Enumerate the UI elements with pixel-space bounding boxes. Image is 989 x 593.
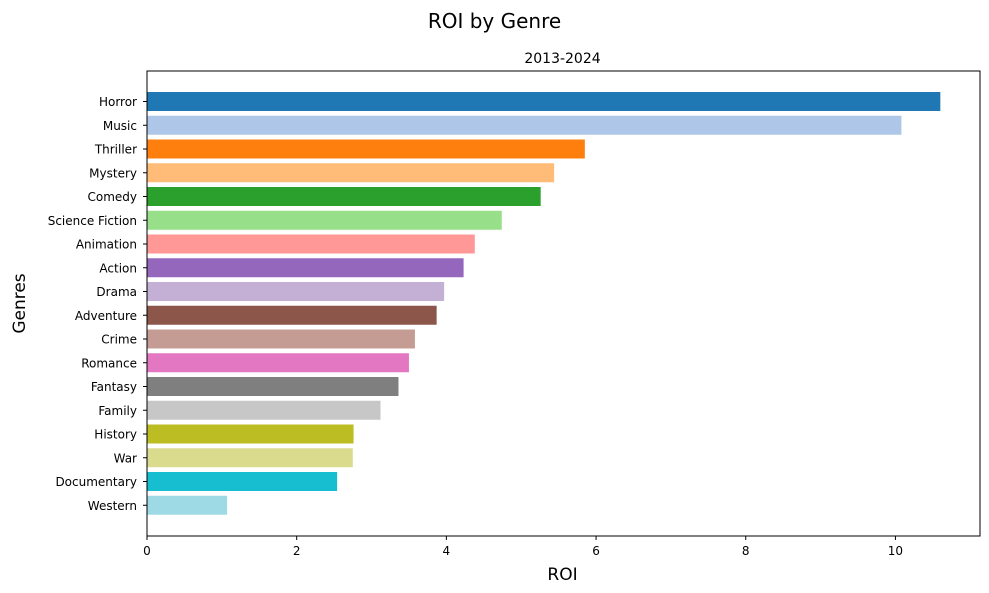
y-tick-label: Mystery <box>89 166 137 180</box>
x-tick-label: 10 <box>888 544 903 558</box>
y-tick-label: Horror <box>99 95 137 109</box>
y-tick-label: Crime <box>101 333 137 347</box>
bar-history <box>147 424 354 444</box>
y-tick-label: Drama <box>96 285 137 299</box>
y-tick-label: Science Fiction <box>48 214 137 228</box>
y-tick-label: Western <box>88 499 137 513</box>
bar-action <box>147 258 464 278</box>
chart-title: ROI by Genre <box>428 9 561 33</box>
bar-animation <box>147 234 475 254</box>
y-ticks-group: Horror Music Thriller Mystery Comedy Science … <box>48 95 147 513</box>
y-tick-label: Adventure <box>75 309 137 323</box>
y-tick-label: History <box>94 428 137 442</box>
y-tick-label: Thriller <box>94 143 137 157</box>
bar-drama <box>147 282 445 301</box>
chart-subtitle: 2013-2024 <box>524 51 600 67</box>
y-tick-label: Action <box>99 261 137 275</box>
bar-documentary <box>147 472 338 491</box>
bar-adventure <box>147 305 437 325</box>
y-tick-label: Comedy <box>87 190 137 204</box>
x-tick-label: 2 <box>293 544 301 558</box>
bar-war <box>147 448 353 468</box>
y-axis-label: Genres <box>10 273 30 333</box>
bar-mystery <box>147 163 555 183</box>
bars-group <box>147 92 941 515</box>
plot-frame <box>146 70 981 537</box>
bar-crime <box>147 329 415 349</box>
bar-horror <box>147 92 941 111</box>
y-tick-label: War <box>114 451 137 465</box>
x-tick-label: 8 <box>742 544 750 558</box>
y-tick-label: Documentary <box>55 475 137 489</box>
bar-thriller <box>147 139 585 159</box>
bar-science-fiction <box>147 210 502 230</box>
bar-fantasy <box>147 377 399 396</box>
bar-romance <box>147 353 409 373</box>
x-tick-label: 4 <box>443 544 451 558</box>
x-ticks-group: 0 2 4 6 8 10 <box>143 536 903 558</box>
bar-western <box>147 495 228 515</box>
bar-comedy <box>147 187 541 206</box>
bar-music <box>147 115 902 135</box>
x-tick-label: 6 <box>592 544 600 558</box>
x-axis-label: ROI <box>547 565 577 585</box>
y-tick-label: Fantasy <box>91 380 137 394</box>
y-tick-label: Family <box>98 404 137 418</box>
x-tick-label: 0 <box>143 544 151 558</box>
y-tick-label: Animation <box>76 238 137 252</box>
y-tick-label: Music <box>103 119 137 133</box>
bar-family <box>147 400 381 420</box>
y-tick-label: Romance <box>81 356 137 370</box>
